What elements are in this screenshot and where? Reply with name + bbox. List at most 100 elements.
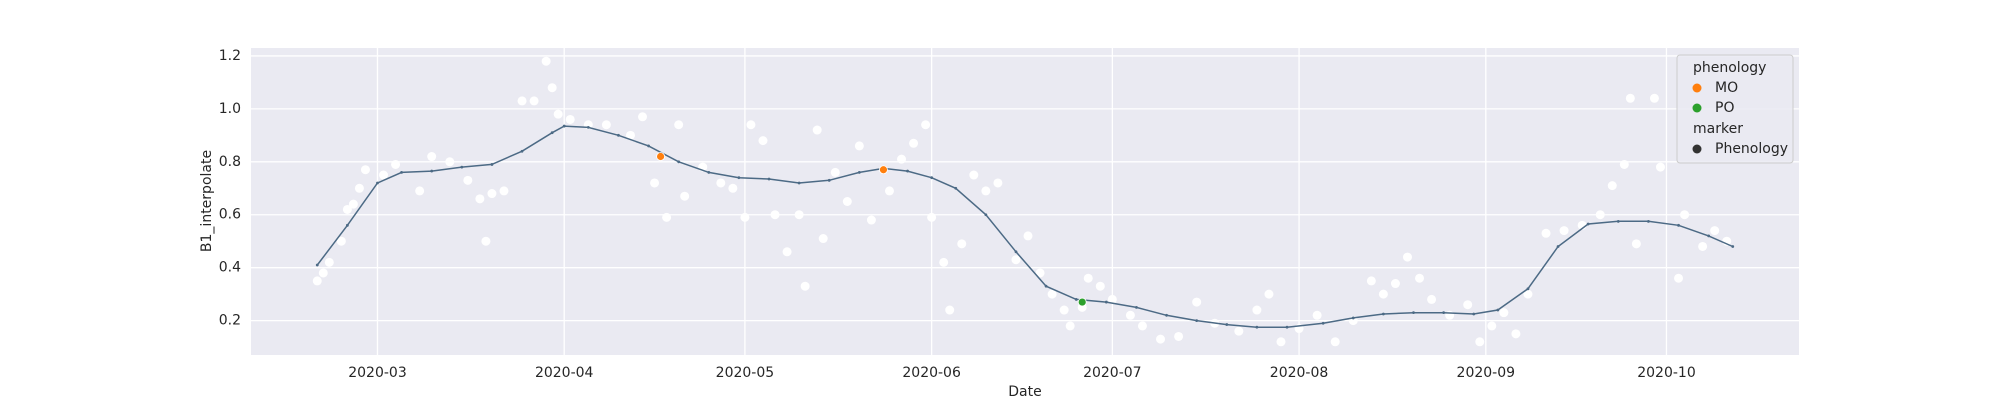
observation-point	[662, 212, 672, 222]
observation-point	[800, 281, 810, 291]
observation-point	[945, 305, 955, 315]
phenology-point	[1077, 297, 1087, 307]
line-point	[984, 213, 988, 217]
phenology-point	[656, 152, 665, 161]
observation-point	[391, 159, 401, 169]
observation-point	[1059, 305, 1069, 315]
line-point	[1014, 250, 1018, 254]
observation-point	[625, 130, 635, 140]
legend-label: MO	[1715, 80, 1738, 96]
line-point	[1165, 313, 1168, 317]
observation-point	[1276, 337, 1286, 347]
observation-point	[1487, 321, 1497, 331]
observation-point	[487, 189, 497, 199]
observation-point	[601, 120, 611, 130]
observation-point	[427, 152, 437, 162]
observation-point	[716, 178, 726, 188]
legend-marker	[1692, 83, 1702, 93]
line-point	[562, 124, 566, 128]
observation-point	[1252, 305, 1262, 315]
x-tick-label: 2020-08	[1270, 365, 1329, 381]
plot-background	[251, 48, 1799, 355]
observation-point	[1559, 226, 1569, 236]
x-tick-label: 2020-09	[1457, 365, 1516, 381]
observation-point	[927, 212, 937, 222]
line-point	[1731, 245, 1735, 248]
observation-point	[728, 183, 738, 193]
line-point	[1412, 311, 1415, 315]
line-point	[400, 170, 403, 174]
line-point	[1647, 219, 1650, 223]
observation-point	[342, 204, 352, 214]
observation-point	[957, 239, 967, 249]
observation-point	[415, 186, 425, 196]
observation-point	[1655, 162, 1665, 172]
observation-point	[1366, 276, 1376, 286]
observation-point	[1402, 252, 1412, 262]
observation-point	[1330, 337, 1340, 347]
observation-point	[1680, 210, 1690, 220]
y-axis-label: B1_interpolate	[199, 150, 215, 252]
line-point	[1135, 305, 1138, 309]
line-point	[906, 169, 909, 173]
x-axis-label: Date	[1008, 384, 1041, 400]
line-point	[1707, 234, 1711, 238]
observation-point	[1499, 308, 1509, 318]
observation-point	[1390, 279, 1400, 289]
line-point	[617, 133, 620, 137]
line-point	[460, 165, 464, 169]
observation-point	[318, 268, 328, 278]
line-point	[1381, 312, 1385, 316]
observation-point	[1095, 281, 1105, 291]
line-point	[1074, 298, 1078, 301]
line-point	[1496, 308, 1500, 312]
legend-title: phenology	[1693, 60, 1766, 76]
line-point	[315, 263, 319, 267]
observation-point	[463, 175, 473, 185]
observation-point	[1156, 334, 1166, 344]
observation-point	[740, 212, 750, 222]
observation-point	[842, 197, 852, 206]
observation-point	[481, 236, 491, 246]
legend-label: PO	[1715, 100, 1734, 116]
observation-point	[1083, 273, 1093, 283]
observation-point	[1541, 228, 1551, 238]
observation-point	[812, 125, 822, 135]
line-point	[1285, 325, 1289, 329]
line-point	[1526, 287, 1530, 291]
line-point	[930, 176, 934, 180]
observation-point	[324, 257, 334, 267]
observation-point	[1047, 289, 1057, 299]
y-tick-label: 1.2	[219, 48, 241, 64]
line-point	[1351, 316, 1355, 320]
x-tick-label: 2020-04	[535, 365, 594, 381]
observation-point	[1174, 331, 1184, 341]
line-point	[1616, 219, 1620, 223]
observation-point	[939, 257, 949, 267]
observation-point	[1035, 268, 1045, 278]
observation-point	[1107, 294, 1117, 304]
line-point	[737, 176, 741, 180]
y-tick-label: 0.6	[219, 207, 241, 223]
observation-point	[993, 178, 1003, 188]
observation-point	[680, 191, 690, 201]
observation-point	[312, 276, 322, 286]
observation-point	[1125, 310, 1135, 320]
line-point	[1472, 312, 1476, 316]
line-point	[550, 131, 554, 135]
line-point	[1586, 222, 1590, 226]
observation-point	[1264, 289, 1274, 299]
line-point	[586, 125, 590, 129]
observation-point	[1312, 310, 1322, 320]
observation-point	[746, 120, 756, 130]
y-tick-label: 0.8	[219, 154, 241, 170]
line-point	[1556, 245, 1560, 248]
observation-point	[782, 247, 792, 257]
observation-point	[1023, 231, 1033, 241]
line-point	[767, 177, 771, 181]
observation-point	[650, 178, 660, 188]
line-point	[857, 170, 861, 174]
observation-point	[1427, 294, 1437, 304]
observation-point	[674, 120, 684, 130]
line-point	[1195, 319, 1199, 322]
